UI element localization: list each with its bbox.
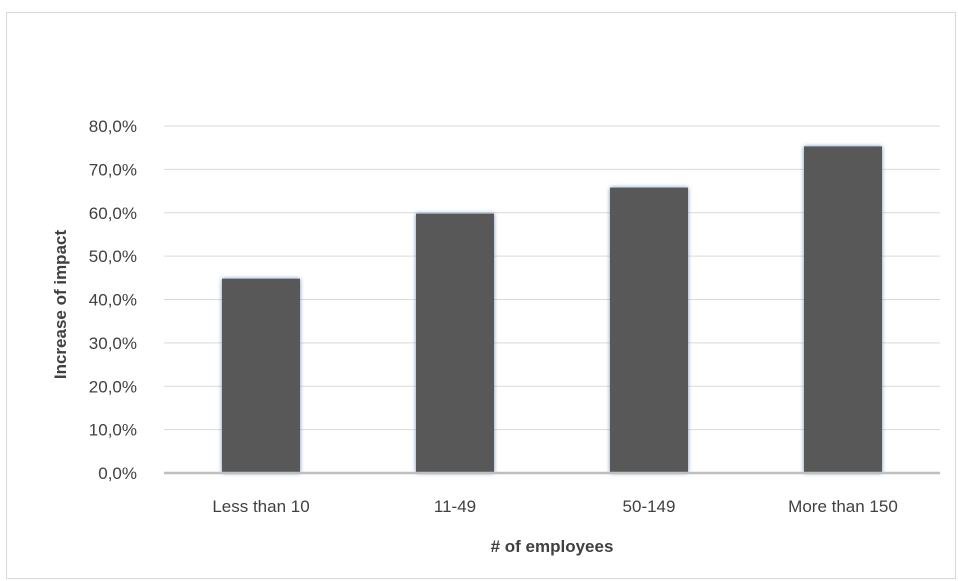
x-tick-label: More than 150 xyxy=(788,497,898,516)
y-tick-label: 40,0% xyxy=(89,291,137,310)
bar xyxy=(804,146,882,474)
x-axis-tick-labels: Less than 10 11-49 50-149 More than 150 xyxy=(212,497,898,516)
x-tick-label: 11-49 xyxy=(434,497,476,516)
y-tick-label: 30,0% xyxy=(89,334,137,353)
y-tick-label: 20,0% xyxy=(89,377,137,396)
x-tick-label: 50-149 xyxy=(623,497,676,516)
bar xyxy=(416,213,494,473)
y-tick-label: 10,0% xyxy=(89,421,137,440)
bar xyxy=(610,187,688,473)
y-axis-title: Increase of impact xyxy=(51,230,70,380)
x-tick-label: Less than 10 xyxy=(212,497,309,516)
bars xyxy=(222,146,882,474)
y-tick-label: 80,0% xyxy=(89,117,137,136)
y-axis-tick-labels: 0,0% 10,0% 20,0% 30,0% 40,0% 50,0% 60,0% 70,0% 8… xyxy=(89,117,137,483)
x-axis-title: # of employees xyxy=(491,537,614,556)
bar xyxy=(222,278,300,473)
y-tick-label: 70,0% xyxy=(89,160,137,179)
y-tick-label: 50,0% xyxy=(89,247,137,266)
y-tick-label: 60,0% xyxy=(89,204,137,223)
y-tick-label: 0,0% xyxy=(98,464,137,483)
